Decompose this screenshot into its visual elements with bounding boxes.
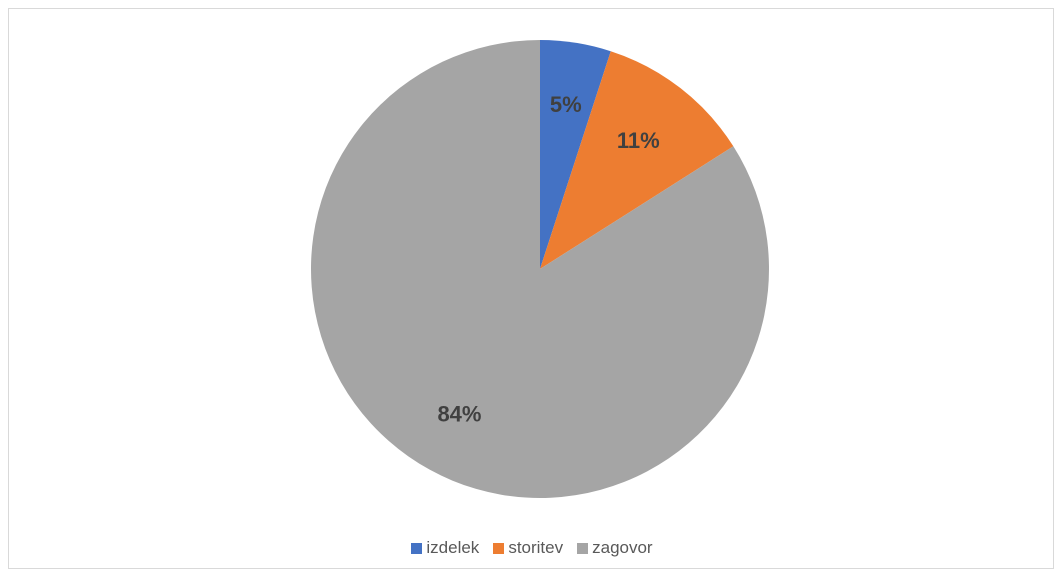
legend-label-zagovor: zagovor xyxy=(592,538,653,557)
pie-slices xyxy=(311,40,769,498)
chart-frame: 5% 11% 84% izdelek storitev zagovor xyxy=(8,8,1054,569)
pie-slice-zagovor xyxy=(311,40,769,498)
legend: izdelek storitev zagovor xyxy=(9,538,1055,558)
legend-item-izdelek: izdelek xyxy=(411,538,479,558)
legend-item-zagovor: zagovor xyxy=(577,538,653,558)
pie-data-labels: 5% 11% 84% xyxy=(437,92,659,426)
pie-slice-izdelek xyxy=(540,40,611,269)
legend-label-izdelek: izdelek xyxy=(426,538,480,557)
legend-item-storitev: storitev xyxy=(493,538,563,558)
legend-swatch-storitev xyxy=(493,542,505,554)
legend-swatch-zagovor xyxy=(577,542,589,554)
data-label-zagovor: 84% xyxy=(437,401,481,426)
legend-swatch-izdelek xyxy=(411,542,423,554)
data-label-izdelek: 5% xyxy=(550,92,582,117)
pie-chart: 5% 11% 84% xyxy=(311,40,769,498)
pie-slice-storitev xyxy=(540,51,734,270)
data-label-storitev: 11% xyxy=(617,128,660,153)
legend-label-storitev: storitev xyxy=(508,538,564,557)
